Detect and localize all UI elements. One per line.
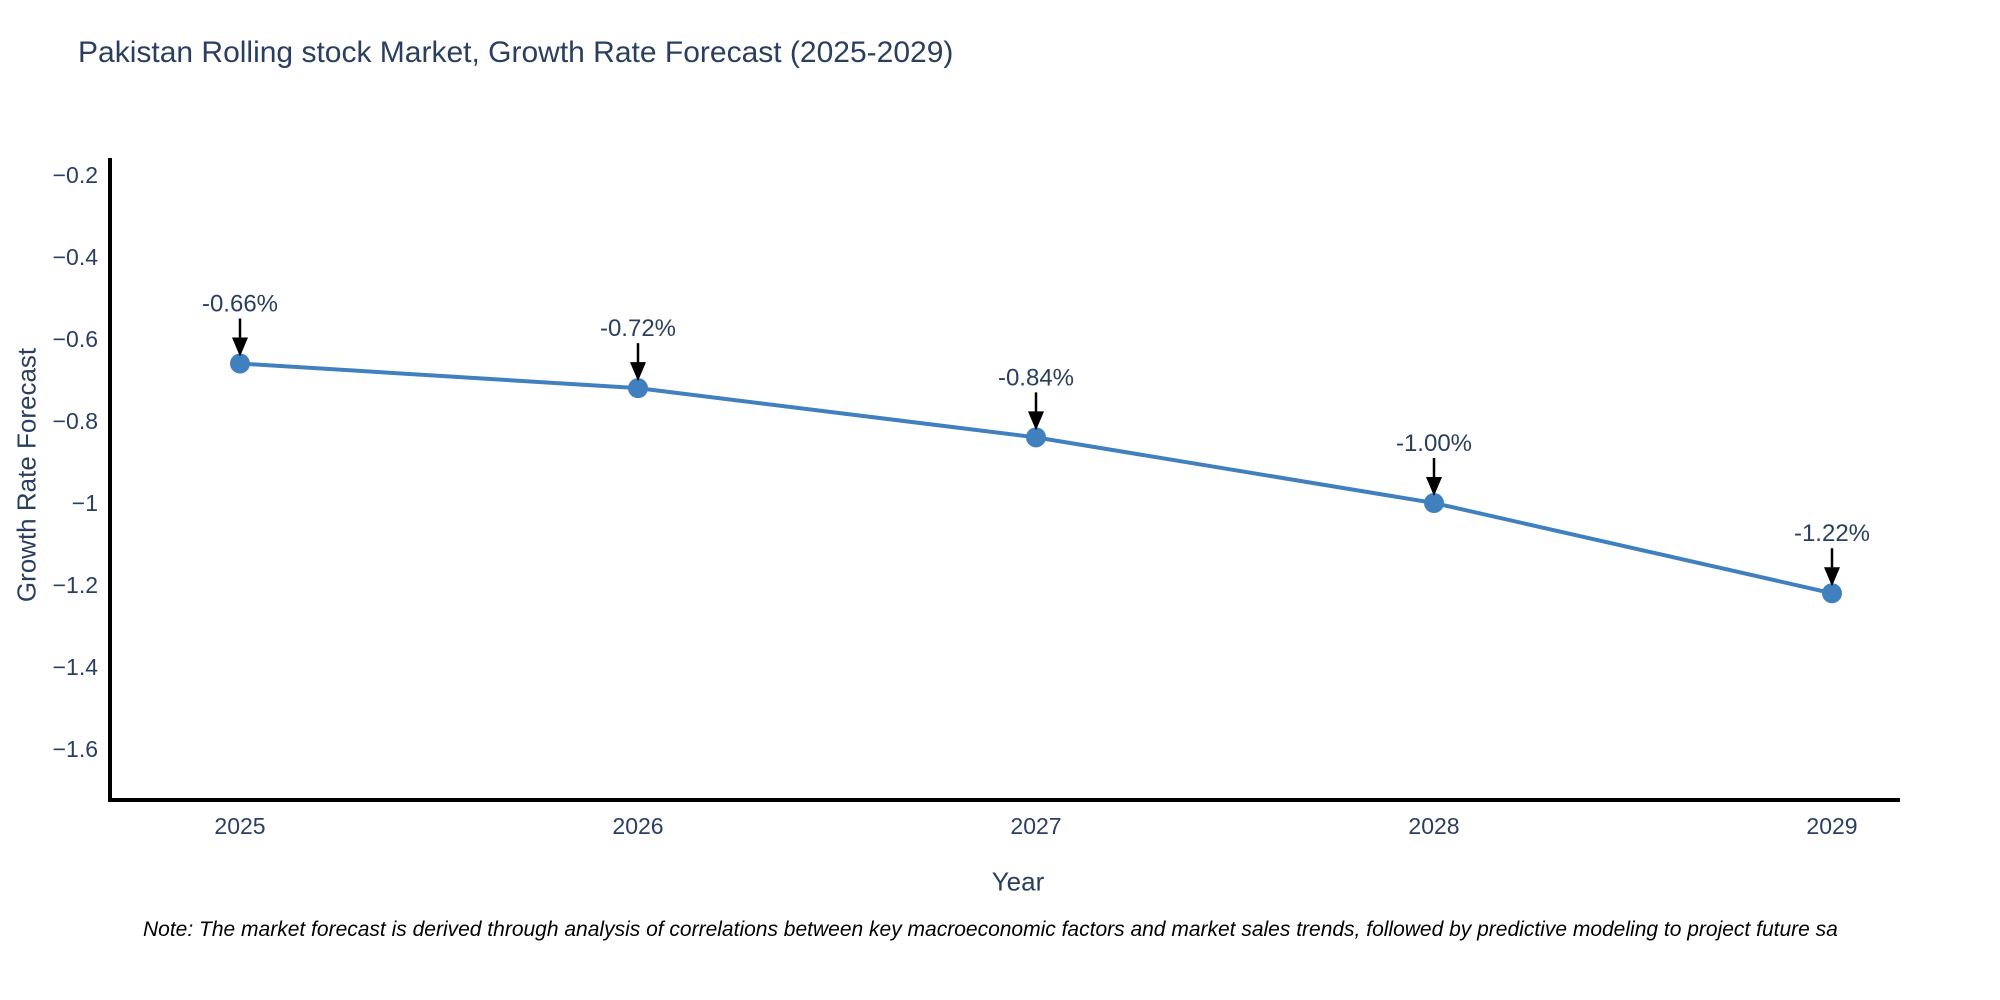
data-point-label: -0.84% — [998, 364, 1074, 391]
x-tick-label: 2028 — [1408, 813, 1459, 839]
y-tick-label: −1.2 — [53, 572, 98, 598]
x-tick-label: 2027 — [1010, 813, 1061, 839]
y-tick-label: −0.4 — [53, 244, 99, 270]
footnote: Note: The market forecast is derived thr… — [143, 918, 1838, 941]
data-point-label: -0.66% — [202, 291, 278, 318]
y-tick-label: −1.4 — [53, 654, 99, 680]
chart-title: Pakistan Rolling stock Market, Growth Ra… — [78, 36, 954, 69]
annotation-arrowhead — [630, 362, 646, 382]
y-tick-label: −1 — [72, 490, 98, 516]
y-tick-label: −0.2 — [53, 162, 98, 188]
data-point-marker — [230, 353, 250, 374]
data-point-label: -1.00% — [1396, 430, 1472, 457]
x-tick-label: 2029 — [1806, 813, 1857, 839]
data-point-marker — [628, 378, 648, 399]
annotation-arrowhead — [1426, 476, 1442, 496]
data-point-marker — [1822, 583, 1842, 604]
annotation-arrowhead — [1824, 567, 1840, 587]
x-tick-label: 2025 — [214, 813, 265, 839]
annotation-arrowhead — [232, 337, 248, 357]
data-point-label: -1.22% — [1794, 520, 1870, 547]
x-tick-label: 2026 — [612, 813, 663, 839]
y-tick-label: −1.6 — [53, 736, 98, 762]
y-tick-label: −0.6 — [53, 326, 98, 352]
x-axis-title: Year — [991, 866, 1045, 897]
data-point-label: -0.72% — [600, 315, 676, 342]
y-tick-label: −0.8 — [53, 408, 98, 434]
annotation-arrowhead — [1028, 411, 1044, 431]
data-point-marker — [1424, 492, 1444, 513]
data-point-marker — [1026, 427, 1046, 448]
